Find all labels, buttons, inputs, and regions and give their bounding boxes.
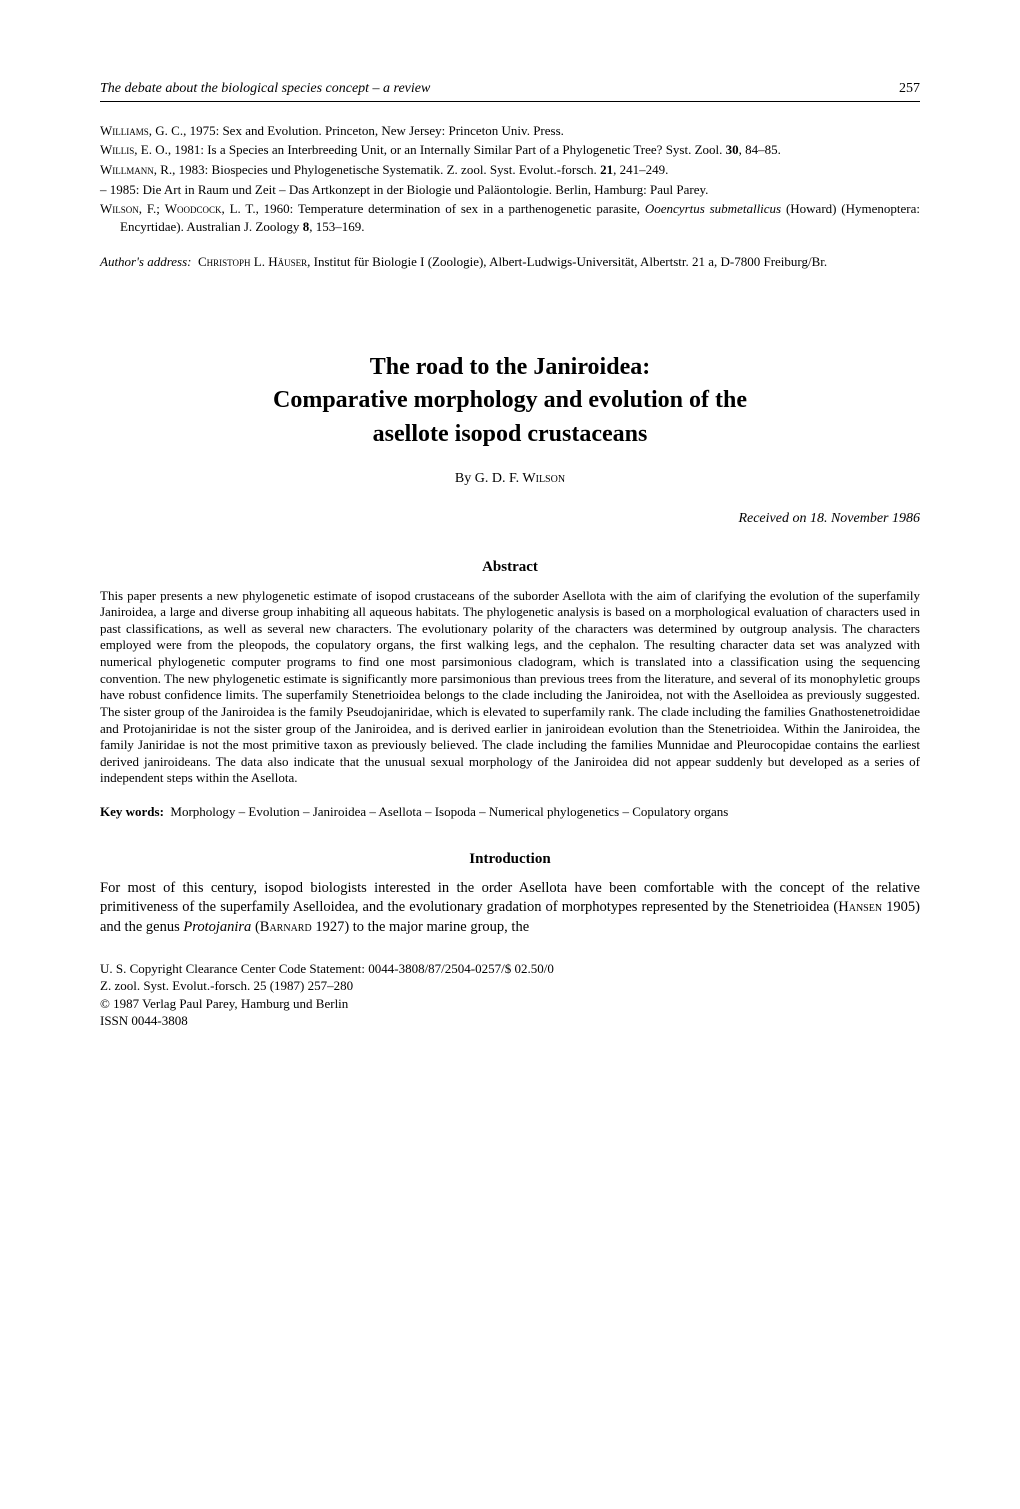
introduction-heading: Introduction [100, 849, 920, 869]
title-line-3: asellote isopod crustaceans [373, 421, 648, 447]
article-title: The road to the Janiroidea: Comparative … [100, 351, 920, 452]
footer-line-2: Z. zool. Syst. Evolut.-forsch. 25 (1987)… [100, 977, 920, 995]
author-name: G. D. F. Wilson [475, 471, 565, 486]
reference-entry: – 1985: Die Art in Raum und Zeit – Das A… [100, 181, 920, 199]
reference-entry: Williams, G. C., 1975: Sex and Evolution… [100, 122, 920, 140]
title-line-1: The road to the Janiroidea: [370, 354, 650, 380]
author-address-label: Author's address: [100, 254, 192, 269]
introduction-body: For most of this century, isopod biologi… [100, 879, 920, 938]
byline: By G. D. F. Wilson [100, 470, 920, 489]
running-header-title: The debate about the biological species … [100, 80, 430, 99]
by-prefix: By [455, 471, 475, 486]
references-block: Williams, G. C., 1975: Sex and Evolution… [100, 122, 920, 235]
footer-line-1: U. S. Copyright Clearance Center Code St… [100, 960, 920, 978]
running-header: The debate about the biological species … [100, 80, 920, 102]
reference-entry: Wilson, F.; Woodcock, L. T., 1960: Tempe… [100, 200, 920, 235]
reference-entry: Willmann, R., 1983: Biospecies und Phylo… [100, 161, 920, 179]
footer-block: U. S. Copyright Clearance Center Code St… [100, 960, 920, 1030]
keywords-label: Key words: [100, 804, 164, 819]
keywords: Key words: Morphology – Evolution – Jani… [100, 803, 920, 821]
abstract-body: This paper presents a new phylogenetic e… [100, 588, 920, 788]
abstract-heading: Abstract [100, 557, 920, 577]
keywords-text: Morphology – Evolution – Janiroidea – As… [170, 804, 728, 819]
title-line-2: Comparative morphology and evolution of … [273, 387, 747, 413]
reference-entry: Willis, E. O., 1981: Is a Species an Int… [100, 141, 920, 159]
footer-line-4: ISSN 0044-3808 [100, 1012, 920, 1030]
page-number: 257 [899, 80, 920, 99]
author-address: Author's address: Christoph L. Häuser, I… [100, 253, 920, 271]
received-date: Received on 18. November 1986 [100, 510, 920, 529]
footer-line-3: © 1987 Verlag Paul Parey, Hamburg und Be… [100, 995, 920, 1013]
